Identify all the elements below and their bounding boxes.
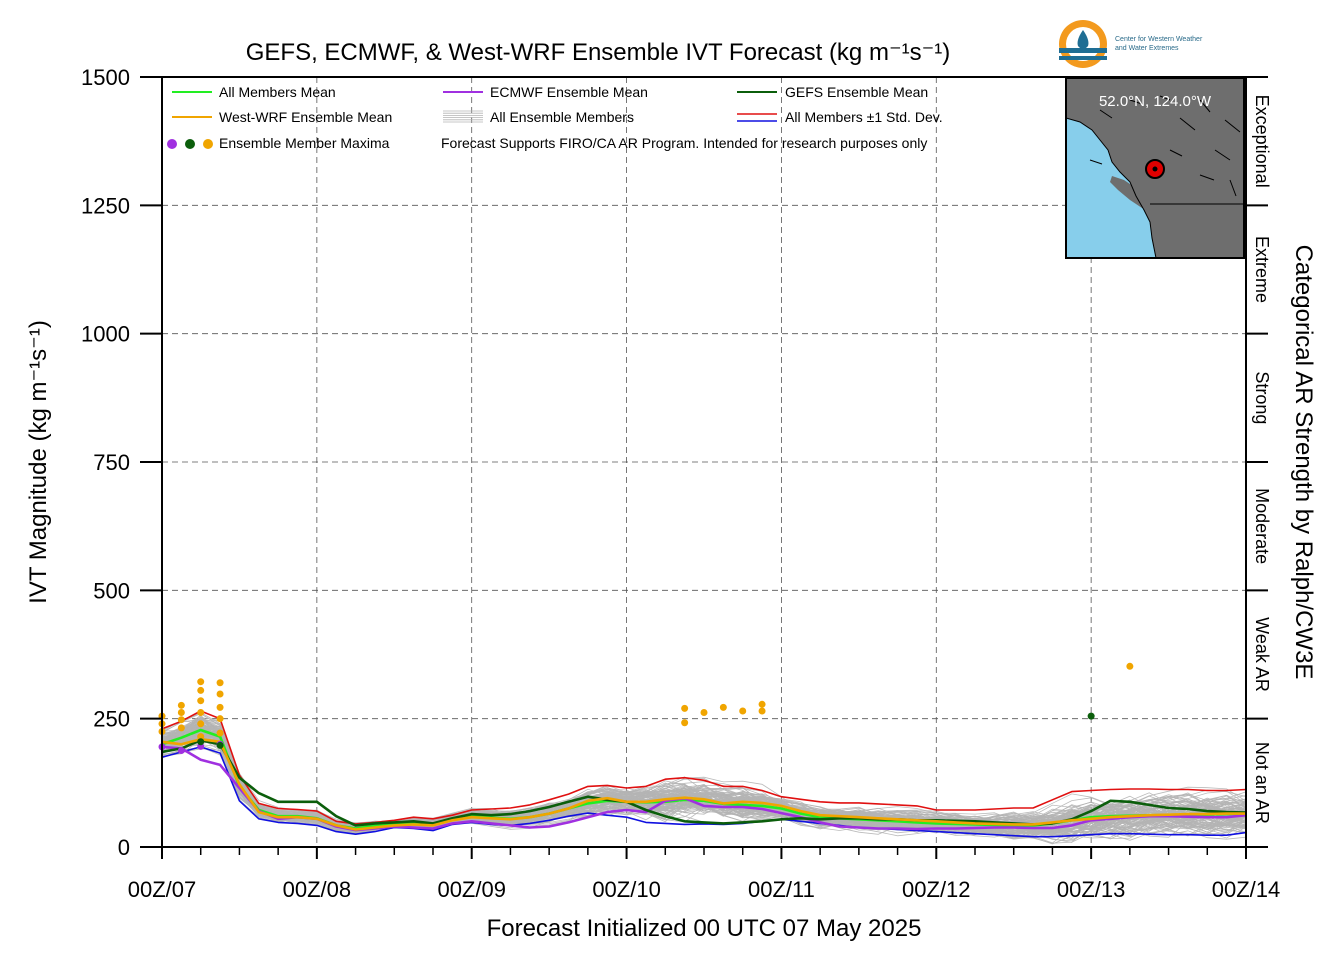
x-tick-label: 00Z/07 <box>128 877 197 902</box>
member-maximum-dot <box>681 704 689 712</box>
ar-category-label: Exceptional <box>1252 95 1272 188</box>
member-maximum-dot <box>681 719 689 727</box>
member-maximum-dot <box>216 729 224 737</box>
ar-category-label: Not an AR <box>1252 742 1272 824</box>
member-maximum-dot <box>177 724 185 732</box>
y-axis-label: IVT Magnitude (kg m⁻¹s⁻¹) <box>25 320 52 604</box>
water-drop-icon <box>1077 30 1089 49</box>
member-maximum-dot <box>197 709 205 717</box>
series-line-westwrf-mean <box>162 737 1246 831</box>
map-location-label: 52.0°N, 124.0°W <box>1099 93 1212 110</box>
x-tick-label: 00Z/08 <box>283 877 352 902</box>
right-axis-label: Categorical AR Strength by Ralph/CW3E <box>1290 245 1317 680</box>
member-maximum-dot <box>177 746 185 754</box>
series-line-std-lower <box>162 746 1246 838</box>
member-maximum-dot <box>197 678 205 686</box>
member-maximum-dot <box>216 741 224 749</box>
map-coastline <box>1066 117 1157 258</box>
member-maximum-dot <box>197 733 205 741</box>
ar-category-label: Moderate <box>1252 488 1272 564</box>
member-maximum-dot <box>758 707 766 715</box>
y-tick-label: 750 <box>93 450 130 475</box>
member-maximum-dot <box>1126 662 1134 670</box>
location-marker-icon <box>1145 159 1165 179</box>
y-axis-ticks: 0 250 500 750 1000 1250 1500 <box>81 65 1268 860</box>
legend-label-std-dev: All Members ±1 Std. Dev. <box>785 109 943 125</box>
map-ocean <box>1066 118 1156 258</box>
legend-label-all-mean: All Members Mean <box>219 84 336 100</box>
legend-note: Forecast Supports FIRO/CA AR Program. In… <box>441 135 927 151</box>
y-tick-label: 0 <box>118 835 130 860</box>
x-tick-label: 00Z/09 <box>437 877 506 902</box>
legend-members-swatch <box>443 110 483 123</box>
x-tick-label: 00Z/13 <box>1057 877 1126 902</box>
y-tick-label: 1250 <box>81 193 130 218</box>
ensemble-maxima-dots <box>158 662 1134 754</box>
legend-label-gefs-mean: GEFS Ensemble Mean <box>785 84 928 100</box>
member-maximum-dot <box>177 709 185 717</box>
member-maximum-dot <box>719 703 727 711</box>
ar-category-label: Weak AR <box>1252 617 1272 692</box>
chart-title: GEFS, ECMWF, & West-WRF Ensemble IVT For… <box>246 39 951 66</box>
member-maximum-dot <box>177 716 185 724</box>
y-tick-label: 1500 <box>81 65 130 90</box>
x-tick-label: 00Z/14 <box>1212 877 1281 902</box>
y-tick-label: 1000 <box>81 322 130 347</box>
member-maximum-dot <box>197 697 205 705</box>
x-axis-label: Forecast Initialized 00 UTC 07 May 2025 <box>487 915 922 942</box>
member-maximum-dot <box>216 690 224 698</box>
inset-map: 52.0°N, 124.0°W <box>1065 77 1245 259</box>
member-maximum-dot <box>739 707 747 715</box>
series-line-std-upper <box>162 710 1246 825</box>
vancouver-island <box>1110 176 1150 208</box>
x-axis-ticks: 00Z/07 00Z/08 00Z/09 00Z/10 00Z/11 00Z/12 00Z/… <box>128 847 1281 902</box>
logo-line-2: and Water Extremes <box>1115 45 1179 52</box>
x-tick-label: 00Z/12 <box>902 877 971 902</box>
map-borders <box>1089 95 1244 205</box>
legend-label-westwrf-mean: West-WRF Ensemble Mean <box>219 109 392 125</box>
series-lines <box>162 710 1246 838</box>
x-tick-label: 00Z/10 <box>592 877 661 902</box>
ar-category-label: Extreme <box>1252 236 1272 303</box>
cw3e-logo: Center for Western Weather and Water Ext… <box>1059 20 1203 68</box>
y-tick-label: 500 <box>93 578 130 603</box>
member-maximum-dot <box>1087 712 1095 720</box>
legend-label-all-members: All Ensemble Members <box>490 109 634 125</box>
member-maximum-dot <box>197 686 205 694</box>
member-maximum-dot <box>197 720 205 728</box>
member-maximum-dot <box>177 701 185 709</box>
logo-line-1: Center for Western Weather <box>1115 36 1203 43</box>
ensemble-member-line <box>162 731 1246 831</box>
member-maximum-dot <box>197 738 205 746</box>
member-maximum-dot <box>216 715 224 723</box>
member-maximum-dot <box>216 679 224 687</box>
legend-label-ecmwf-mean: ECMWF Ensemble Mean <box>490 84 648 100</box>
ar-category-axis: Not an AR Weak AR Moderate Strong Extreme Exc… <box>1252 95 1272 824</box>
legend: All Members Mean ECMWF Ensemble Mean GEF… <box>167 84 943 151</box>
x-tick-label: 00Z/11 <box>748 877 815 902</box>
member-maximum-dot <box>700 709 708 717</box>
legend-label-member-maxima: Ensemble Member Maxima <box>219 135 390 151</box>
member-maximum-dot <box>216 703 224 711</box>
y-tick-label: 250 <box>93 707 130 732</box>
ar-category-label: Strong <box>1252 371 1272 424</box>
member-maximum-dot <box>758 700 766 708</box>
